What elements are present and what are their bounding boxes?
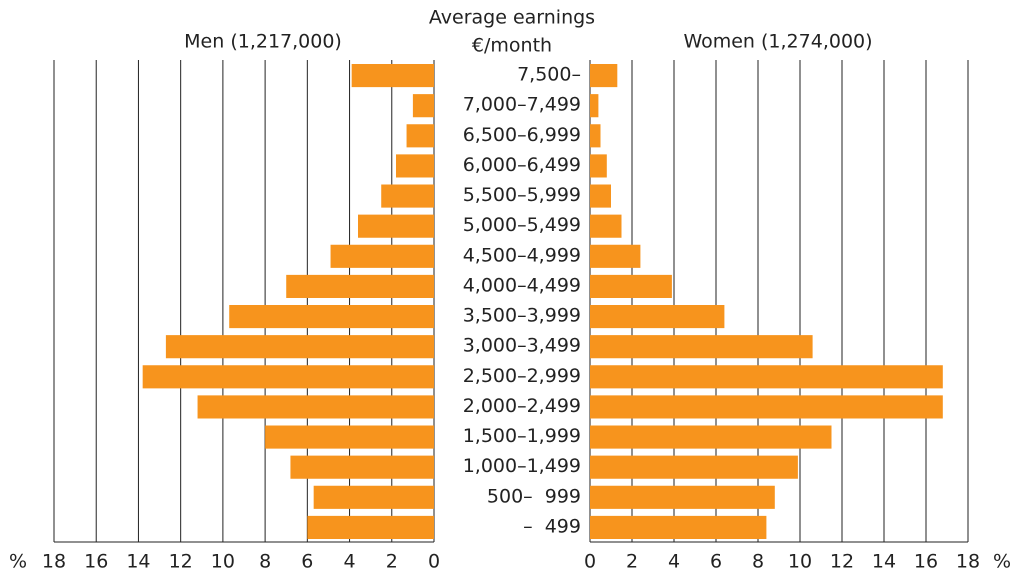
bar [590,335,813,359]
bar [381,184,434,208]
bar [590,124,601,148]
x-tick-label: 18 [956,551,980,573]
bar [307,515,434,539]
bar [590,64,618,88]
x-tick-label: 6 [710,551,722,573]
bar [590,214,622,238]
x-tick-label: 2 [626,551,638,573]
bar [142,365,434,389]
category-label: 500– 999 [487,485,581,507]
x-tick-label: 10 [788,551,812,573]
bar [590,395,943,419]
category-label: 2,500–2,999 [463,365,581,387]
bar [590,485,775,509]
panel-title: Women (1,274,000) [683,31,872,53]
bar [590,425,832,449]
category-label: 5,500–5,999 [463,184,581,206]
category-label: 1,500–1,999 [463,425,581,447]
bar [330,244,434,268]
x-tick-label: 12 [169,551,193,573]
category-label: 6,500–6,999 [463,124,581,146]
category-label: 2,000–2,499 [463,395,581,417]
axis-unit: % [9,551,27,573]
bar [590,184,611,208]
x-tick-label: 4 [344,551,356,573]
category-label: 3,000–3,499 [463,335,581,357]
category-label: 7,000–7,499 [463,94,581,116]
bar [358,214,434,238]
category-label: – 499 [523,515,581,537]
chart-title: Average earnings [429,7,595,29]
category-label: 1,000–1,499 [463,455,581,477]
x-tick-label: 8 [752,551,764,573]
x-tick-label: 2 [386,551,398,573]
bar [313,485,434,509]
panel-title: Men (1,217,000) [184,31,342,53]
bar [590,515,767,539]
category-label: 6,000–6,499 [463,154,581,176]
x-tick-label: 8 [259,551,271,573]
bar [165,335,434,359]
bar [590,455,798,479]
bar [290,455,434,479]
bar [351,64,434,88]
bar [590,244,641,268]
x-tick-label: 12 [830,551,854,573]
x-tick-label: 16 [914,551,938,573]
x-tick-label: 14 [126,551,150,573]
bar [590,305,725,329]
bar [229,305,434,329]
x-tick-label: 18 [42,551,66,573]
bar [406,124,434,148]
bar [412,94,434,118]
x-tick-label: 14 [872,551,896,573]
category-label: 3,500–3,999 [463,305,581,327]
bar [265,425,434,449]
category-label: 5,000–5,499 [463,214,581,236]
bar [396,154,434,178]
bar [590,94,599,118]
bar [286,274,434,298]
bar [590,365,943,389]
bar [590,154,607,178]
x-tick-label: 10 [211,551,235,573]
x-tick-label: 16 [84,551,108,573]
category-label: 4,500–4,999 [463,244,581,266]
category-label: 4,000–4,499 [463,274,581,296]
axis-unit: % [993,551,1011,573]
chart-title: €/month [472,35,552,57]
bar [590,274,672,298]
x-tick-label: 0 [428,551,440,573]
x-tick-label: 6 [301,551,313,573]
category-label: 7,500– [517,64,581,86]
x-tick-label: 0 [584,551,596,573]
bar [197,395,434,419]
x-tick-label: 4 [668,551,680,573]
